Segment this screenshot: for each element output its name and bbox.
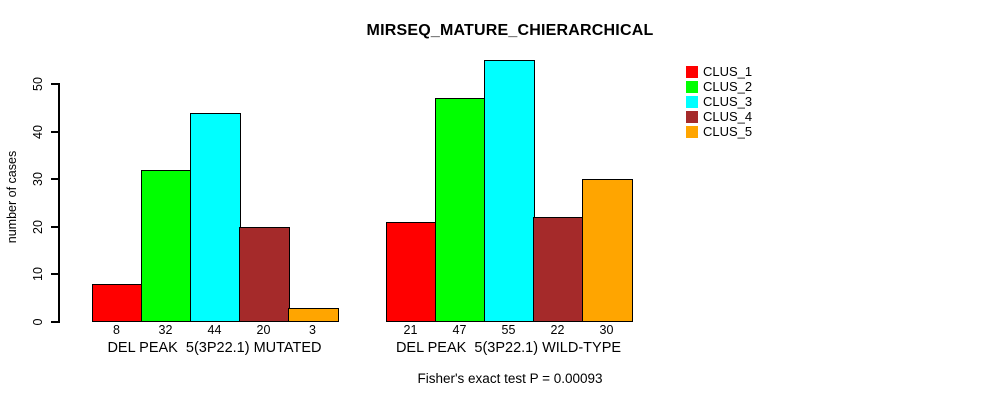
legend-label: CLUS_5 [703,124,753,139]
legend-label: CLUS_2 [703,79,753,94]
y-axis-tick [51,130,58,133]
legend-swatch [686,126,698,138]
y-axis-line [58,83,60,323]
y-axis-tick [51,83,58,85]
bar [141,169,192,322]
bar [582,179,633,322]
legend-label: CLUS_4 [703,109,753,124]
legend-swatch [686,96,698,108]
legend-label: CLUS_3 [703,94,753,109]
bar-value-label: 47 [452,323,467,337]
legend-swatch [686,111,698,123]
legend-item: CLUS_1 [686,65,752,79]
bar-value-label: 32 [158,323,173,337]
bar-value-label: 22 [550,323,565,337]
legend-item: CLUS_2 [686,80,752,94]
y-axis-tick [51,321,58,323]
bar [435,98,486,322]
y-axis-tick [51,273,58,276]
bar [239,226,290,322]
legend-label: CLUS_1 [703,64,753,79]
bar [386,222,437,322]
legend-item: CLUS_3 [686,95,752,109]
legend-swatch [686,81,698,93]
bar-value-label: 55 [501,323,516,337]
bar [190,112,241,322]
bar [288,307,339,322]
bar [92,283,143,322]
bar [484,60,535,322]
chart-title: MIRSEQ_MATURE_CHIERARCHICAL [366,22,654,39]
bar-value-label: 20 [256,323,271,337]
group-label: DEL PEAK 5(3P22.1) MUTATED [107,340,322,356]
legend-item: CLUS_4 [686,110,752,124]
y-axis-tick [51,178,58,181]
y-axis-tick [51,225,58,228]
legend-swatch [686,66,698,78]
bar-value-label: 21 [403,323,418,337]
bar-value-label: 30 [599,323,614,337]
bar-value-label: 8 [113,323,120,337]
group-label: DEL PEAK 5(3P22.1) WILD-TYPE [395,340,622,356]
legend-item: CLUS_5 [686,125,752,139]
bar-value-label: 3 [309,323,316,337]
footer-caption: Fisher's exact test P = 0.00093 [417,371,603,386]
bar-value-label: 44 [207,323,222,337]
